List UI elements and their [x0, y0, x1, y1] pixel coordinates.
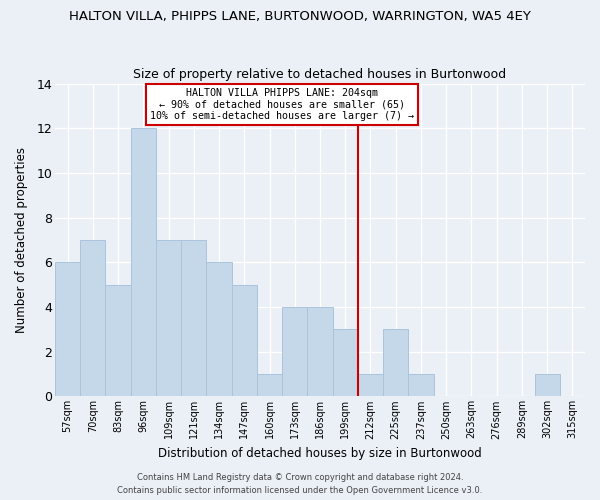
Y-axis label: Number of detached properties: Number of detached properties	[15, 147, 28, 333]
Bar	[358, 374, 383, 396]
Bar	[383, 330, 409, 396]
Bar	[332, 330, 358, 396]
X-axis label: Distribution of detached houses by size in Burtonwood: Distribution of detached houses by size …	[158, 447, 482, 460]
Text: HALTON VILLA, PHIPPS LANE, BURTONWOOD, WARRINGTON, WA5 4EY: HALTON VILLA, PHIPPS LANE, BURTONWOOD, W…	[69, 10, 531, 23]
Title: Size of property relative to detached houses in Burtonwood: Size of property relative to detached ho…	[133, 68, 506, 81]
Bar	[131, 128, 156, 396]
Text: Contains HM Land Registry data © Crown copyright and database right 2024.
Contai: Contains HM Land Registry data © Crown c…	[118, 474, 482, 495]
Bar	[282, 307, 307, 396]
Bar	[156, 240, 181, 396]
Bar	[206, 262, 232, 396]
Bar	[55, 262, 80, 396]
Bar	[535, 374, 560, 396]
Bar	[307, 307, 332, 396]
Bar	[181, 240, 206, 396]
Bar	[257, 374, 282, 396]
Bar	[80, 240, 106, 396]
Text: HALTON VILLA PHIPPS LANE: 204sqm
← 90% of detached houses are smaller (65)
10% o: HALTON VILLA PHIPPS LANE: 204sqm ← 90% o…	[150, 88, 414, 121]
Bar	[106, 284, 131, 397]
Bar	[409, 374, 434, 396]
Bar	[232, 284, 257, 397]
